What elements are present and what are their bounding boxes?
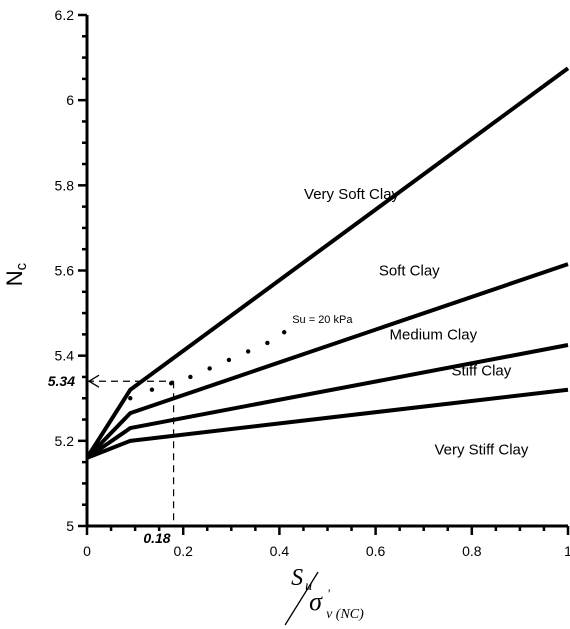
region-label: Stiff Clay — [452, 363, 512, 380]
region-label: Very Stiff Clay — [434, 441, 528, 458]
x-tick-label: 1 — [564, 543, 570, 559]
x-tick-label: 0.6 — [366, 543, 386, 559]
y-tick-label: 5.2 — [55, 433, 75, 449]
region-label: Very Soft Clay — [304, 186, 400, 203]
series-line-4 — [86, 387, 569, 460]
dotted-series-point — [207, 366, 212, 371]
x-axis-label-denominator-sup: ' — [327, 586, 330, 601]
x-axis-label-denominator-sub: v (NC) — [326, 607, 364, 622]
dotted-series-point — [128, 396, 133, 401]
y-tick-label: 5 — [66, 518, 74, 534]
x-axis-label-slash — [284, 571, 319, 626]
x-axis-label-numerator: S — [291, 565, 303, 591]
dotted-series-point — [188, 374, 193, 380]
x-tick-label: 0.4 — [270, 543, 290, 559]
series-line-3 — [85, 343, 569, 460]
marker-y-label: 5.34 — [48, 373, 75, 389]
y-tick-label: 6 — [66, 92, 74, 108]
dotted-series-point — [282, 330, 287, 335]
y-tick-label: 6.2 — [55, 7, 75, 23]
y-tick-label: 5.4 — [55, 348, 75, 364]
marker-x-label: 0.18 — [143, 530, 170, 546]
dotted-series-point — [168, 381, 174, 386]
x-tick-label: 0.2 — [173, 543, 193, 559]
y-axis-label: Nc — [2, 262, 30, 286]
dotted-series-point — [149, 387, 155, 392]
region-label: Soft Clay — [379, 263, 440, 280]
x-axis-label-denominator: σ — [309, 587, 323, 616]
x-tick-label: 0 — [83, 543, 91, 559]
marker-arrowhead — [87, 374, 100, 388]
y-tick-label: 5.8 — [55, 177, 75, 193]
x-tick-label: 0.8 — [462, 543, 482, 559]
dotted-series-point — [245, 349, 251, 354]
series-line-1 — [85, 66, 570, 459]
region-label: Medium Clay — [390, 326, 478, 343]
series-line-2 — [85, 262, 569, 460]
dotted-series-point — [265, 340, 270, 346]
dotted-series-label: Su = 20 kPa — [292, 314, 353, 326]
y-tick-label: 5.6 — [55, 263, 75, 279]
dotted-series-point — [226, 357, 232, 363]
